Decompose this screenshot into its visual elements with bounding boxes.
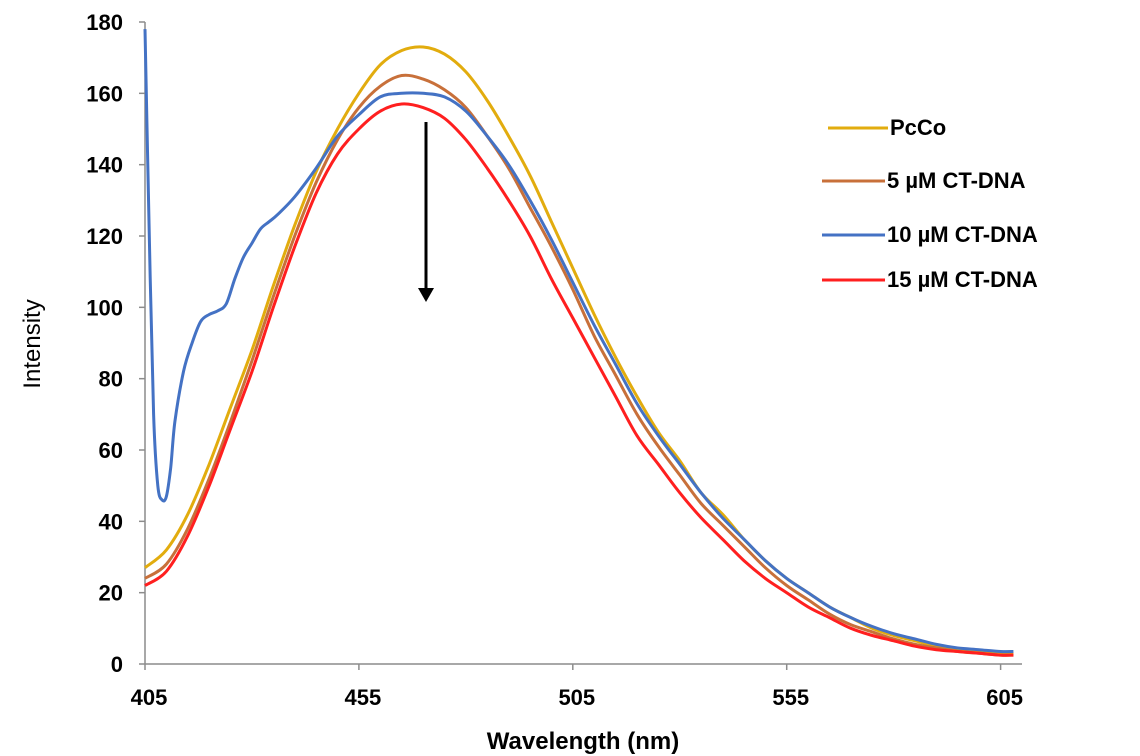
y-axis-title: Intensity — [19, 299, 46, 388]
arrow-head — [418, 288, 434, 302]
y-tick-label: 40 — [99, 509, 123, 534]
series-line-0 — [144, 45, 1014, 655]
x-tick-label: 555 — [772, 685, 809, 710]
y-tick-label: 120 — [86, 224, 123, 249]
x-tick-label: 405 — [131, 685, 168, 710]
x-axis-title: Wavelength (nm) — [487, 728, 679, 755]
series-line-1 — [144, 73, 1014, 657]
y-tick-label: 100 — [86, 295, 123, 320]
legend: PcCo 5 µM CT-DNA 10 µM CT-DNA 15 µM CT-DNA — [822, 115, 1038, 292]
series-line-3 — [144, 102, 1014, 657]
legend-label: 10 µM CT-DNA — [887, 222, 1038, 247]
x-tick-label: 605 — [986, 685, 1023, 710]
x-ticks: 405 455 505 555 605 — [131, 664, 1023, 710]
legend-label: PcCo — [890, 115, 946, 140]
y-tick-label: 20 — [99, 581, 123, 606]
legend-label: 15 µM CT-DNA — [887, 267, 1038, 292]
legend-label: 5 µM CT-DNA — [887, 168, 1026, 193]
x-tick-label: 455 — [345, 685, 382, 710]
decrease-arrow — [418, 122, 434, 302]
y-tick-label: 80 — [99, 367, 123, 392]
y-tick-label: 140 — [86, 153, 123, 178]
y-tick-label: 180 — [86, 10, 123, 35]
y-tick-label: 160 — [86, 81, 123, 106]
y-tick-label: 0 — [111, 652, 123, 677]
series-lines — [143, 29, 1014, 657]
x-tick-label: 505 — [558, 685, 595, 710]
y-tick-label: 60 — [99, 438, 123, 463]
y-ticks: 0 20 40 60 80 100 120 140 160 180 — [86, 10, 145, 677]
axes — [144, 22, 1022, 665]
series-line-2 — [143, 29, 1014, 654]
